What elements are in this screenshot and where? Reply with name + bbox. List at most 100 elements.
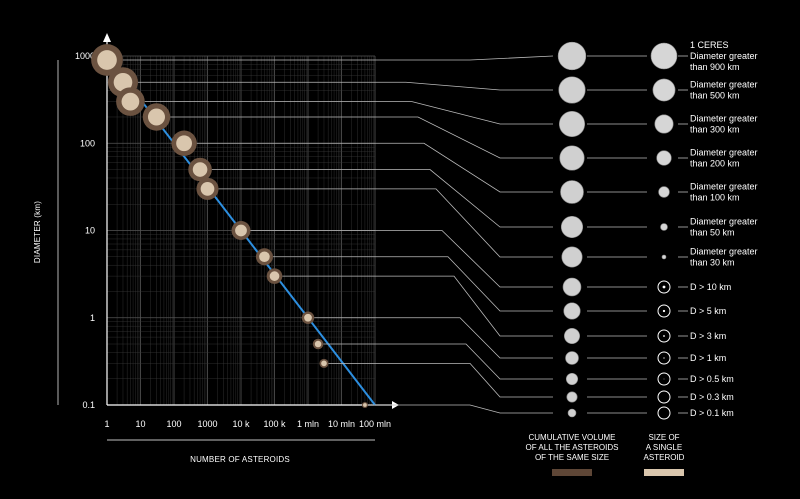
leader-line: [211, 169, 553, 228]
size-marker: [363, 403, 367, 407]
row-description: Diameter greater than 50 km: [690, 217, 758, 238]
asteroid-size-ring-icon: [657, 304, 671, 318]
asteroid-volume-icon: [566, 391, 578, 403]
asteroid-size-dot-icon: [662, 285, 666, 289]
asteroid-size-icon: [650, 42, 678, 70]
row-description: D > 0.1 km: [690, 408, 734, 418]
x-tick-label: 10: [135, 419, 145, 429]
asteroid-size-ring-icon: [657, 351, 671, 365]
leader-line: [144, 101, 553, 125]
leader-line: [314, 317, 553, 359]
axes: [57, 33, 399, 441]
y-axis-arrow: [103, 33, 111, 42]
size-marker: [97, 50, 117, 70]
x-tick-label: 1: [104, 419, 109, 429]
row-description: D > 5 km: [690, 306, 726, 316]
asteroid-size-dot-icon: [662, 309, 666, 313]
asteroid-size-dot-icon: [663, 378, 665, 380]
x-tick-label: 100 mln: [359, 419, 391, 429]
size-marker: [176, 135, 192, 152]
x-axis-label: NUMBER OF ASTEROIDS: [190, 455, 290, 464]
y-axis-label: DIAMETER (km): [33, 201, 42, 263]
row-description: Diameter greater than 300 km: [690, 114, 758, 135]
asteroid-volume-icon: [564, 328, 580, 344]
size-marker: [200, 182, 215, 196]
leader-line: [218, 188, 553, 258]
asteroid-size-ring-icon: [657, 280, 671, 294]
legend-swatch: [552, 469, 592, 476]
row-description: Diameter greater than 100 km: [690, 182, 758, 203]
y-tick-label: 100: [80, 138, 95, 148]
x-tick-label: 10 mln: [328, 419, 355, 429]
asteroid-size-icon: [656, 150, 672, 166]
row-description: D > 0.3 km: [690, 392, 734, 402]
leader-lines: [122, 55, 688, 414]
row-description: Diameter greater than 30 km: [690, 247, 758, 268]
asteroid-illustrations: [557, 41, 678, 420]
asteroid-size-dot-icon: [663, 357, 665, 359]
size-marker: [235, 224, 247, 237]
row-description: D > 1 km: [690, 353, 726, 363]
asteroid-volume-icon: [558, 76, 586, 104]
y-tick-label: 1000: [75, 51, 95, 61]
size-marker: [147, 108, 165, 126]
row-description: D > 3 km: [690, 331, 726, 341]
legend-label: CUMULATIVE VOLUME OF ALL THE ASTEROIDS OF …: [526, 433, 619, 462]
asteroid-size-ring-icon: [657, 372, 671, 386]
legend-label: SIZE OF A SINGLE ASTEROID: [644, 433, 685, 462]
leader-line: [170, 116, 553, 159]
size-marker: [121, 92, 140, 111]
size-marker: [314, 340, 322, 348]
asteroid-volume-icon: [557, 41, 587, 71]
size-marker: [192, 162, 208, 177]
asteroid-volume-icon: [560, 215, 584, 239]
asteroid-size-icon: [654, 114, 674, 134]
asteroid-volume-icon: [563, 302, 581, 320]
legend-swatch: [644, 469, 684, 476]
asteroid-size-icon: [660, 223, 668, 231]
asteroid-volume-icon: [560, 180, 584, 204]
y-tick-label: 1: [90, 313, 95, 323]
y-tick-label: 0.1: [82, 400, 95, 410]
asteroid-volume-icon: [565, 372, 579, 386]
asteroid-size-ring-icon: [657, 406, 671, 420]
asteroid-size-dot-icon: [663, 335, 665, 337]
asteroid-size-ring-icon: [657, 390, 671, 404]
leader-line: [328, 362, 553, 398]
asteroid-size-icon: [658, 186, 670, 198]
x-tick-label: 100 k: [263, 419, 286, 429]
size-marker: [259, 251, 270, 263]
asteroid-volume-icon: [565, 351, 579, 365]
size-marker: [321, 360, 327, 367]
x-tick-label: 10 k: [232, 419, 250, 429]
asteroid-volume-icon: [559, 111, 585, 137]
asteroid-size-icon: [652, 78, 676, 102]
leader-line: [367, 404, 553, 414]
row-description: Diameter greater than 500 km: [690, 80, 758, 101]
asteroid-size-ring-icon: [657, 329, 671, 343]
asteroid-volume-icon: [561, 246, 583, 268]
x-tick-label: 1000: [197, 419, 217, 429]
x-tick-label: 100: [166, 419, 181, 429]
data-markers: [91, 44, 368, 408]
x-tick-label: 1 mln: [297, 419, 319, 429]
leader-line: [122, 55, 554, 61]
asteroid-volume-icon: [559, 145, 585, 171]
row-description: D > 10 km: [690, 282, 731, 292]
row-description: D > 0.5 km: [690, 374, 734, 384]
size-marker: [304, 313, 312, 322]
asteroid-size-icon: [661, 254, 667, 260]
asteroid-volume-icon: [567, 408, 577, 418]
row-description: 1 CERES Diameter greater than 900 km: [690, 40, 758, 72]
leader-line: [138, 81, 553, 91]
leader-line: [282, 275, 553, 337]
leader-line: [196, 142, 553, 193]
size-marker: [113, 72, 133, 92]
asteroid-volume-icon: [562, 277, 582, 297]
descriptions: 1 CERES Diameter greater than 900 km Diamet…: [690, 40, 758, 418]
legend: CUMULATIVE VOLUME OF ALL THE ASTEROIDS OF …: [526, 433, 685, 476]
y-tick-label: 10: [85, 226, 95, 236]
leader-line: [323, 343, 553, 380]
